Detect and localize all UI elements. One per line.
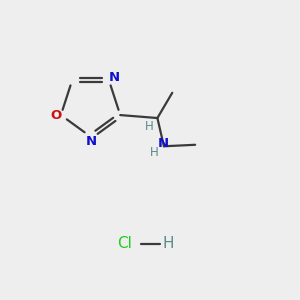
Text: Cl: Cl [117,236,132,251]
Text: H: H [145,120,153,133]
Text: H: H [162,236,174,251]
Text: H: H [150,146,159,159]
Text: O: O [50,109,61,122]
Text: N: N [109,71,120,84]
Text: N: N [85,135,97,148]
Text: N: N [158,137,169,150]
